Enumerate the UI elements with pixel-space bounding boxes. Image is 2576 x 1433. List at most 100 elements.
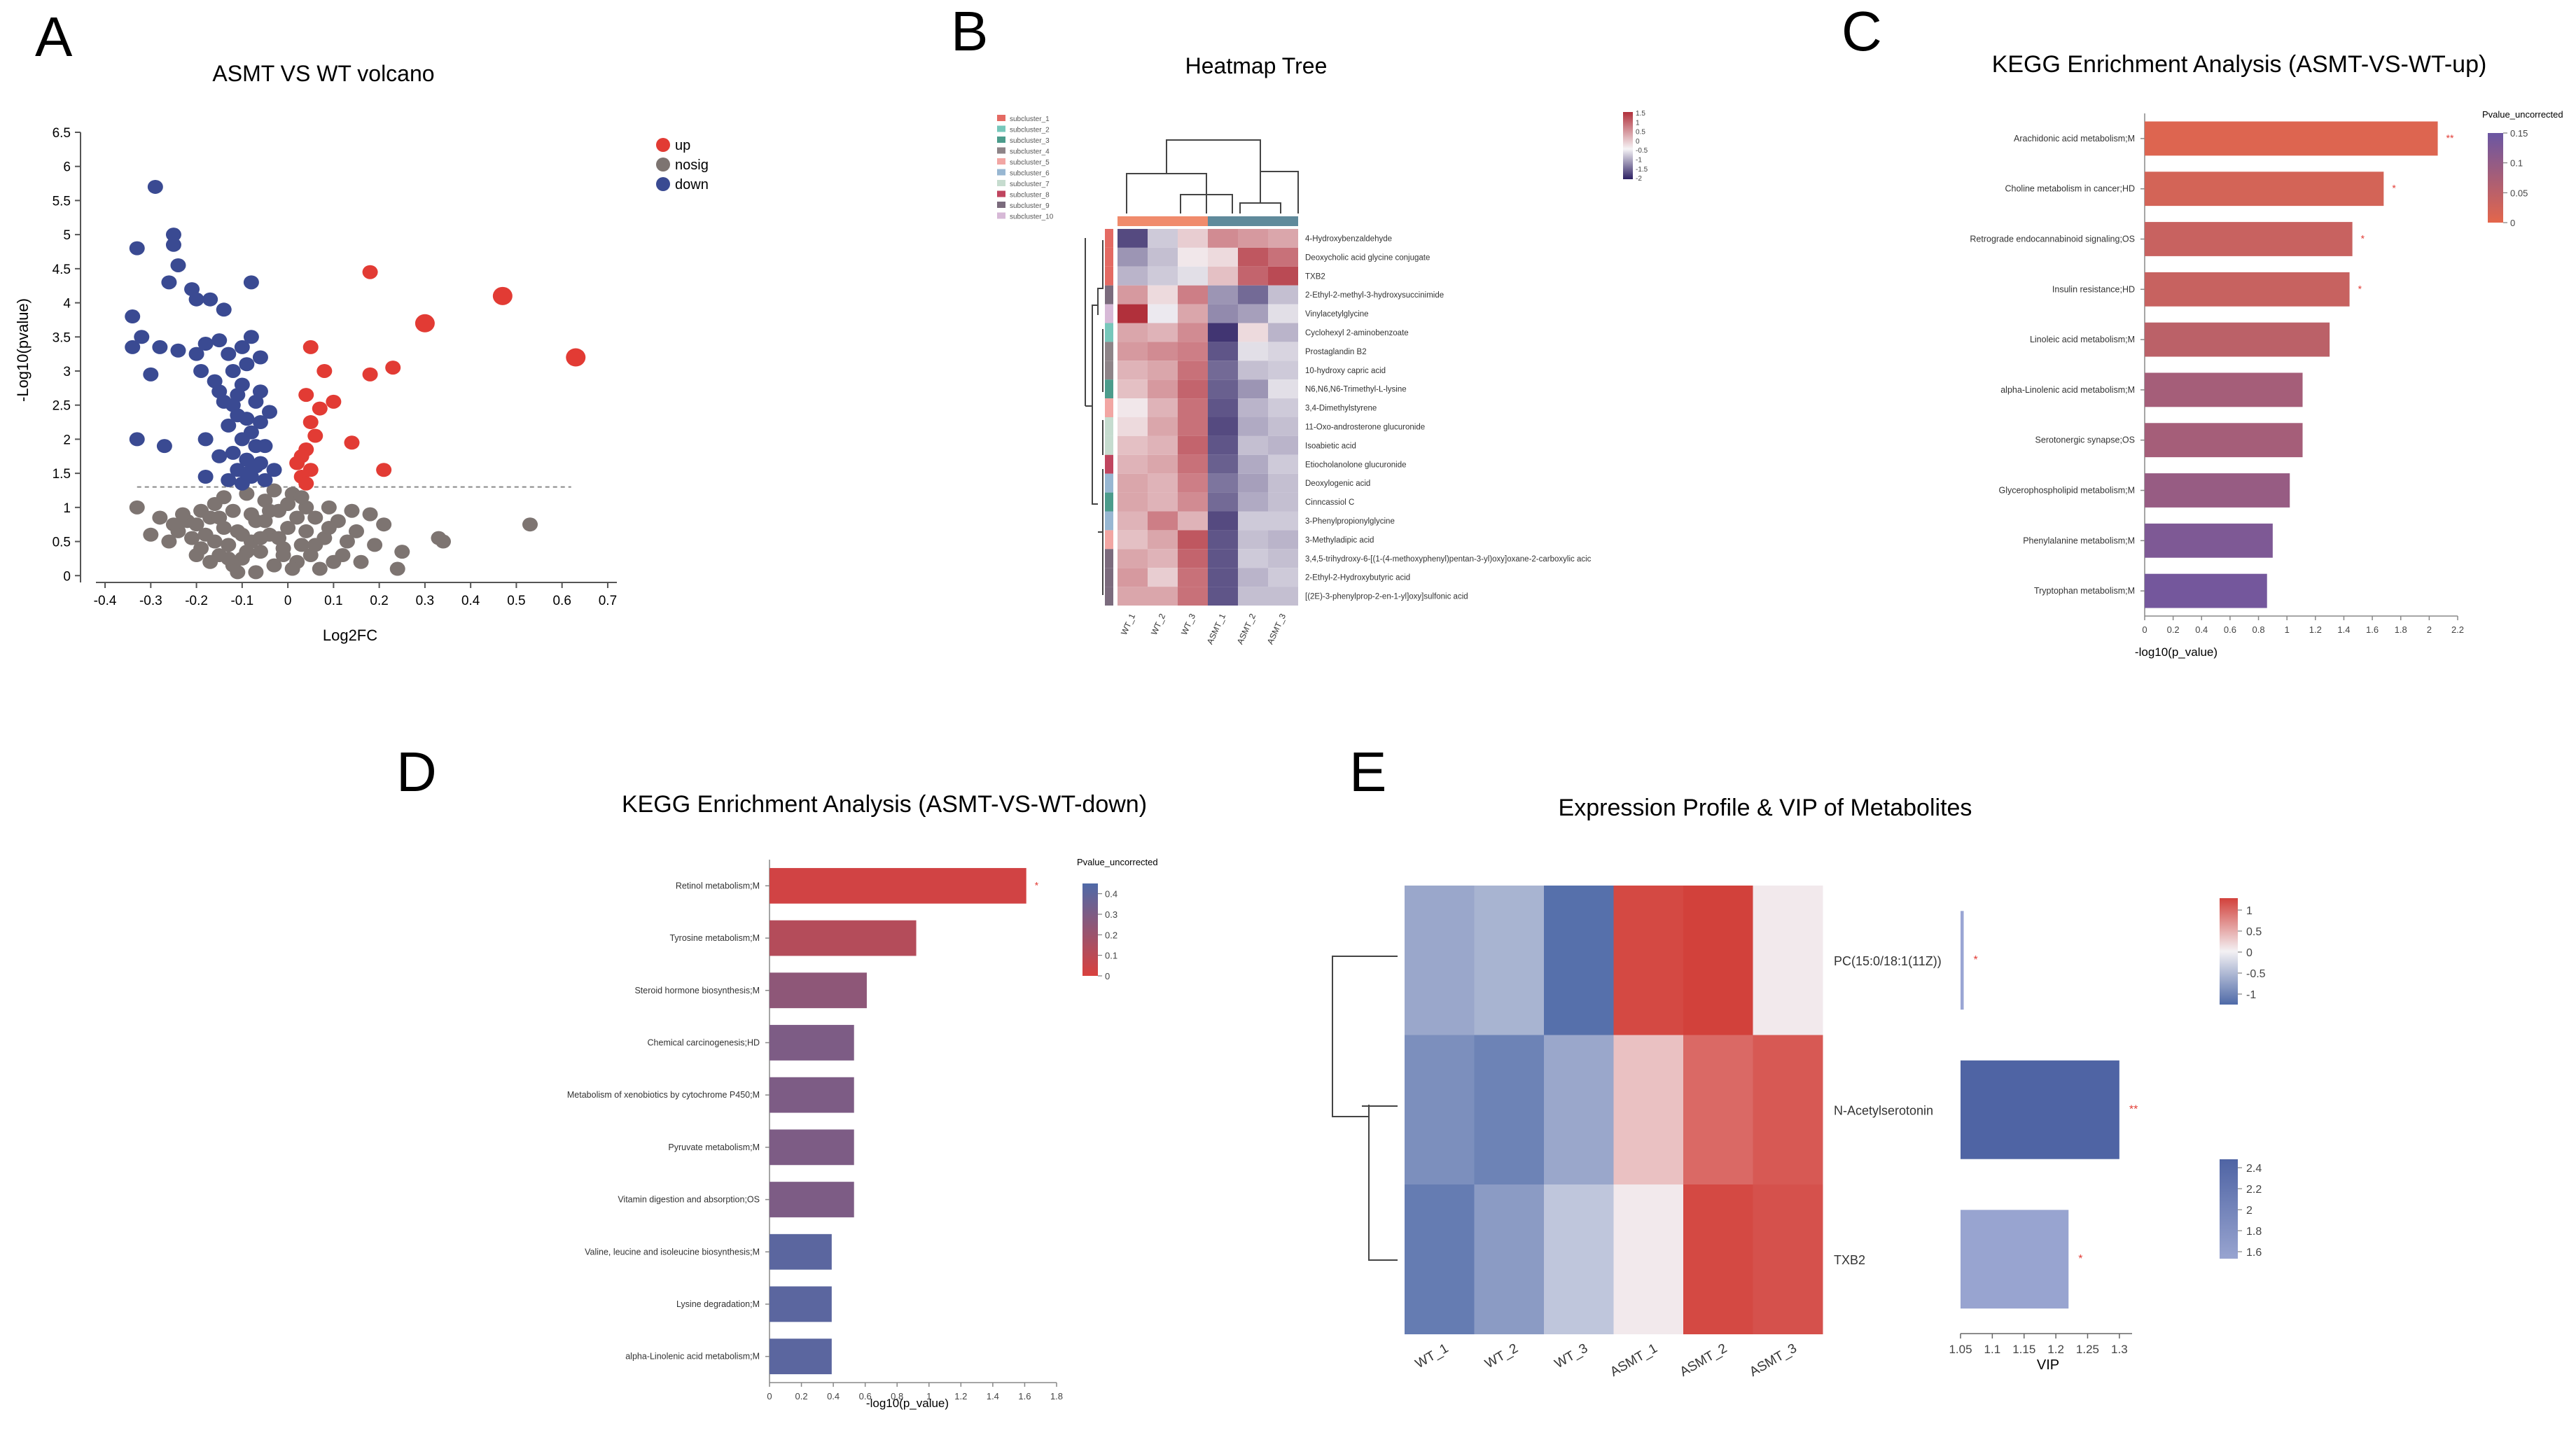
- heatmap-row-label: Deoxylogenic acid: [1305, 480, 1370, 488]
- heatmap-column-label: ASMT_1: [1205, 612, 1228, 646]
- volcano-y-tick-label: 0.5: [53, 536, 71, 550]
- volcano-point-down: [197, 469, 214, 484]
- bar-category-label: Phenylalanine metabolism;M: [2023, 536, 2135, 545]
- legend-down-label: down: [675, 177, 709, 193]
- volcano-point-nosig: [307, 510, 323, 525]
- heatmap-cell: [1238, 379, 1268, 399]
- heatmap-cell: [1238, 247, 1268, 267]
- heatmap-row-label: 2-Ethyl-2-methyl-3-hydroxysuccinimide: [1305, 291, 1444, 300]
- heatmap-row-label: TXB2: [1305, 272, 1325, 281]
- volcano-point-down: [125, 340, 141, 354]
- expression-cell: [1613, 1184, 1684, 1334]
- heatmap-cell: [1268, 417, 1298, 436]
- heatmap-cell: [1208, 435, 1238, 455]
- volcano-y-tick-label: 1.5: [53, 467, 71, 482]
- heatmap-cell: [1208, 568, 1238, 587]
- heatmap-cell: [1268, 435, 1298, 455]
- heatmap-column-label: WT_1: [1119, 612, 1137, 636]
- heatmap-cell: [1238, 587, 1268, 606]
- heatmap-cell: [1118, 492, 1148, 512]
- volcano-y-tick-label: 3: [63, 365, 71, 379]
- bar-x-tick-label: 0.6: [2224, 624, 2236, 635]
- volcano-point-nosig: [353, 554, 369, 569]
- volcano-point-down: [156, 439, 172, 454]
- colorbar-tick-label: 2.4: [2246, 1163, 2262, 1175]
- row-subcluster-cell: [1105, 285, 1113, 305]
- bar-mark: [2145, 423, 2303, 458]
- volcano-point-down: [266, 463, 282, 477]
- volcano-point-nosig: [252, 531, 268, 545]
- heatmap-cell: [1268, 549, 1298, 568]
- heatmap-cell: [1238, 323, 1268, 342]
- heatmap-cell: [1238, 342, 1268, 361]
- row-subcluster-bar: [1105, 229, 1113, 606]
- heatmap-cell: [1238, 454, 1268, 474]
- bar-category-label: alpha-Linolenic acid metabolism;M: [2000, 385, 2135, 395]
- kegg-up-legend-title: Pvalue_uncorrected: [2482, 109, 2563, 120]
- heatmap-colorbar-tick: -1.5: [1636, 166, 1648, 174]
- volcano-point-down: [243, 275, 259, 290]
- volcano-point-nosig: [376, 517, 392, 532]
- heatmap-colorbar-tick: 0: [1636, 138, 1640, 146]
- subcluster-legend-label: subcluster_2: [1010, 127, 1050, 134]
- group-color-cell: [1118, 216, 1148, 226]
- expression-colorbar: [2220, 898, 2238, 1005]
- heatmap-row-label: Prostaglandin B2: [1305, 348, 1367, 356]
- vip-bar: [1961, 1060, 2119, 1159]
- volcano-point-down: [234, 432, 250, 447]
- heatmap-cell: [1268, 587, 1298, 606]
- bar-x-tick-label: 1.8: [1050, 1391, 1063, 1401]
- heatmap-cell: [1268, 266, 1298, 286]
- heatmap-cell: [1178, 247, 1208, 267]
- heatmap-cell: [1178, 530, 1208, 550]
- colorbar-tick-label: 0.1: [1105, 951, 1118, 961]
- heatmap-cell: [1118, 549, 1148, 568]
- kegg-down-x-label: -log10(p_value): [866, 1397, 949, 1410]
- expression-row-dendrogram: [1332, 956, 1398, 1261]
- heatmap-cell: [1178, 304, 1208, 323]
- volcano-y-tick-label: 1: [63, 501, 71, 516]
- panel-b-heatmap: Heatmap Tree subcluster_1 subcluster_2sub…: [997, 53, 1648, 646]
- heatmap-row-label: 3,4-Dimethylstyrene: [1305, 405, 1377, 413]
- heatmap-row-label: Etiocholanolone glucuronide: [1305, 461, 1407, 469]
- heatmap-cell: [1178, 229, 1208, 248]
- volcano-point-nosig: [202, 554, 218, 569]
- expression-column-label: ASMT_3: [1747, 1341, 1799, 1380]
- vip-colorbar: [2220, 1159, 2238, 1259]
- volcano-x-tick-label: 0.2: [370, 594, 388, 608]
- volcano-point-down: [161, 275, 177, 290]
- volcano-y-tick-label: 5: [63, 228, 71, 243]
- colorbar-tick-label: 1.6: [2246, 1247, 2262, 1259]
- bar-x-tick-label: 1: [926, 1391, 931, 1401]
- volcano-y-tick-label: 4: [63, 297, 71, 312]
- volcano-point-nosig: [344, 503, 360, 518]
- row-subcluster-cell: [1105, 379, 1113, 399]
- heatmap-cell: [1118, 266, 1148, 286]
- subcluster-legend-label: subcluster_10: [1010, 214, 1054, 221]
- volcano-point-up: [312, 401, 328, 416]
- volcano-point-down: [221, 473, 237, 487]
- volcano-point-nosig: [129, 500, 145, 515]
- volcano-point-up: [289, 456, 305, 470]
- volcano-point-down: [225, 363, 241, 378]
- heatmap-cell: [1178, 511, 1208, 531]
- volcano-point-nosig: [275, 548, 291, 563]
- expression-cell: [1405, 1035, 1475, 1185]
- volcano-point-nosig: [234, 527, 250, 542]
- heatmap-cell: [1238, 398, 1268, 417]
- expression-cell: [1683, 886, 1753, 1035]
- bar-category-label: Tyrosine metabolism;M: [669, 933, 760, 943]
- colorbar-tick-label: 0.1: [2510, 158, 2523, 169]
- volcano-point-nosig: [225, 503, 241, 518]
- colorbar-tick-label: 0.3: [1105, 909, 1118, 920]
- volcano-point-down: [129, 432, 145, 447]
- heatmap-cell: [1208, 511, 1238, 531]
- heatmap-cell: [1178, 361, 1208, 380]
- bar-category-label: Insulin resistance;HD: [2052, 284, 2135, 294]
- bar-category-label: Serotonergic synapse;OS: [2035, 435, 2135, 445]
- colorbar-tick-label: 0.5: [2246, 926, 2262, 938]
- row-subcluster-cell: [1105, 549, 1113, 568]
- heatmap-cell: [1148, 379, 1178, 399]
- volcano-point-nosig: [436, 534, 451, 549]
